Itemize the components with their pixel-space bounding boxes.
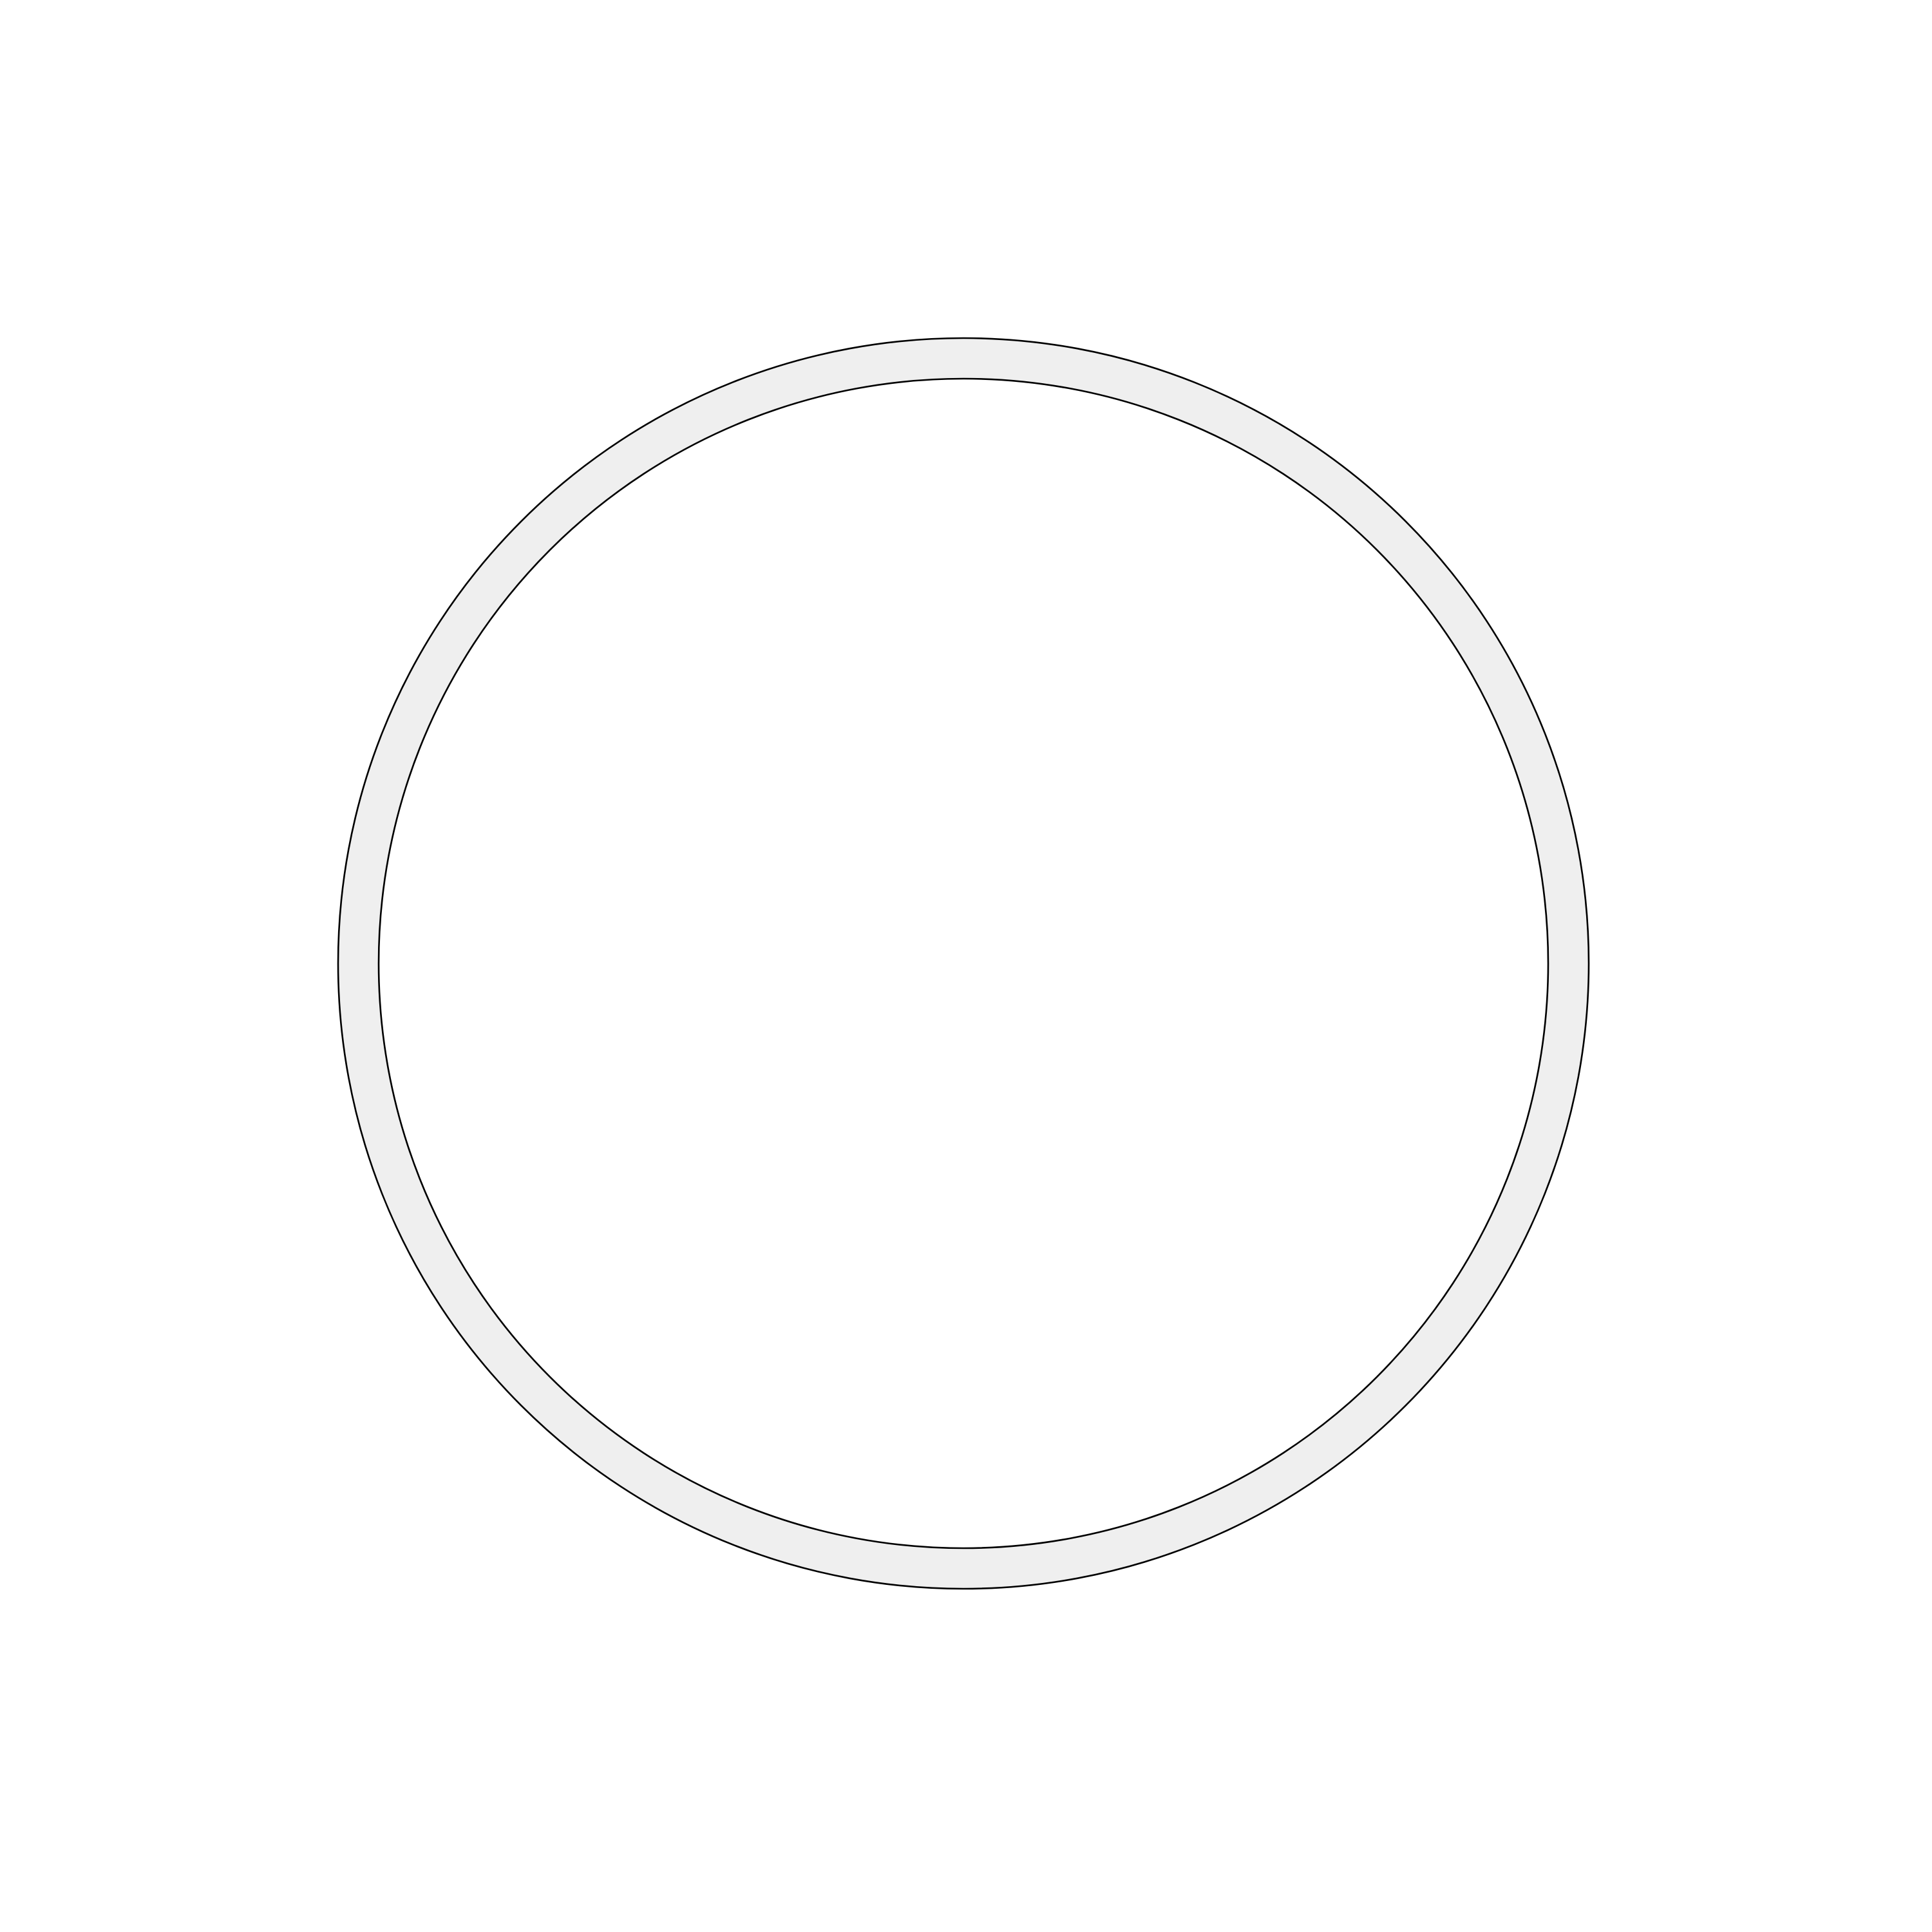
- coordinate-ring: [337, 337, 1590, 1590]
